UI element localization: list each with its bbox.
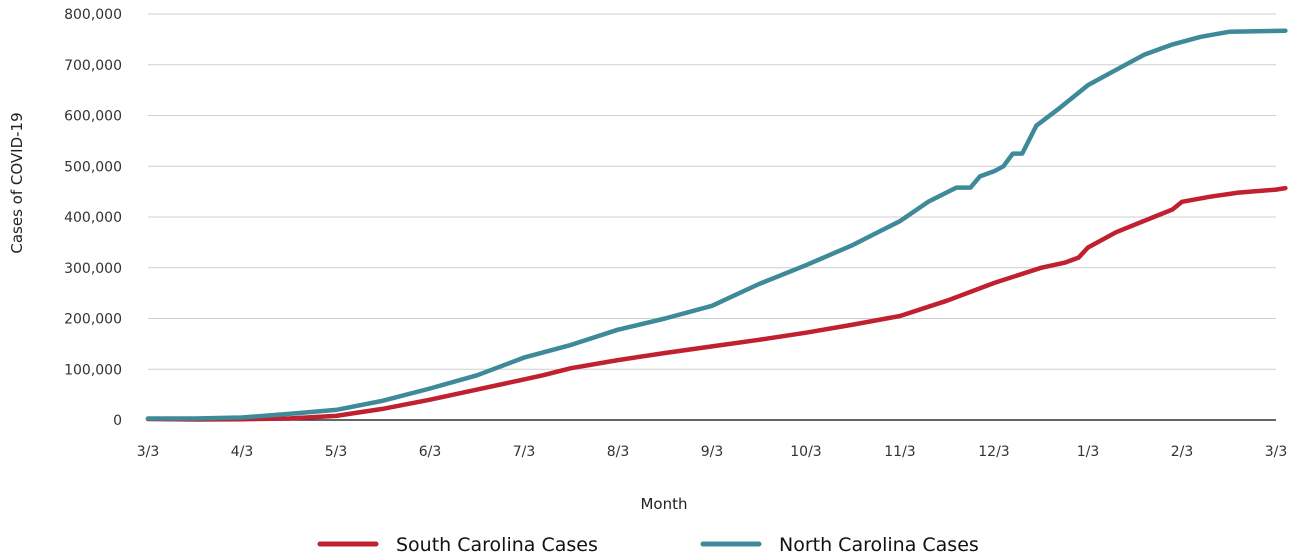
series-line-2 [145, 28, 1288, 421]
x-axis-title: Month [640, 495, 687, 513]
x-tick-label: 3/3 [137, 444, 160, 460]
legend-label: North Carolina Cases [779, 534, 979, 556]
x-tick-label: 3/3 [1265, 444, 1288, 460]
series-lines [145, 28, 1288, 422]
x-tick-label: 9/3 [701, 444, 724, 460]
x-tick-label: 12/3 [978, 444, 1009, 460]
y-tick-label: 500,000 [64, 159, 122, 175]
y-tick-label: 400,000 [64, 210, 122, 226]
x-tick-label: 4/3 [231, 444, 254, 460]
x-tick-label: 10/3 [790, 444, 821, 460]
y-tick-label: 600,000 [64, 109, 122, 125]
y-axis-title: Cases of COVID-19 [8, 112, 26, 253]
y-tick-label: 0 [113, 413, 122, 429]
y-tick-label: 800,000 [64, 7, 122, 23]
y-tick-label: 300,000 [64, 261, 122, 277]
x-tick-label: 11/3 [884, 444, 915, 460]
y-tick-label: 700,000 [64, 58, 122, 74]
legend-label: South Carolina Cases [396, 534, 598, 556]
x-tick-label: 7/3 [513, 444, 536, 460]
series-line-1 [145, 185, 1288, 422]
x-tick-label: 6/3 [419, 444, 442, 460]
y-axis-ticks: 0 100,000 200,000 300,000 400,000 500,000 600,… [64, 7, 122, 429]
legend: South Carolina Cases North Carolina Cases [317, 534, 979, 556]
x-tick-label: 1/3 [1077, 444, 1100, 460]
x-axis-ticks: 3/3 4/3 5/3 6/3 7/3 8/3 9/3 10/3 11/3 12/3 1/3 2/3 3… [137, 444, 1288, 460]
x-tick-label: 2/3 [1171, 444, 1194, 460]
x-tick-label: 5/3 [325, 444, 348, 460]
gridlines [148, 13, 1276, 370]
y-tick-label: 200,000 [64, 312, 122, 328]
y-tick-label: 100,000 [64, 362, 122, 378]
x-tick-label: 8/3 [607, 444, 630, 460]
